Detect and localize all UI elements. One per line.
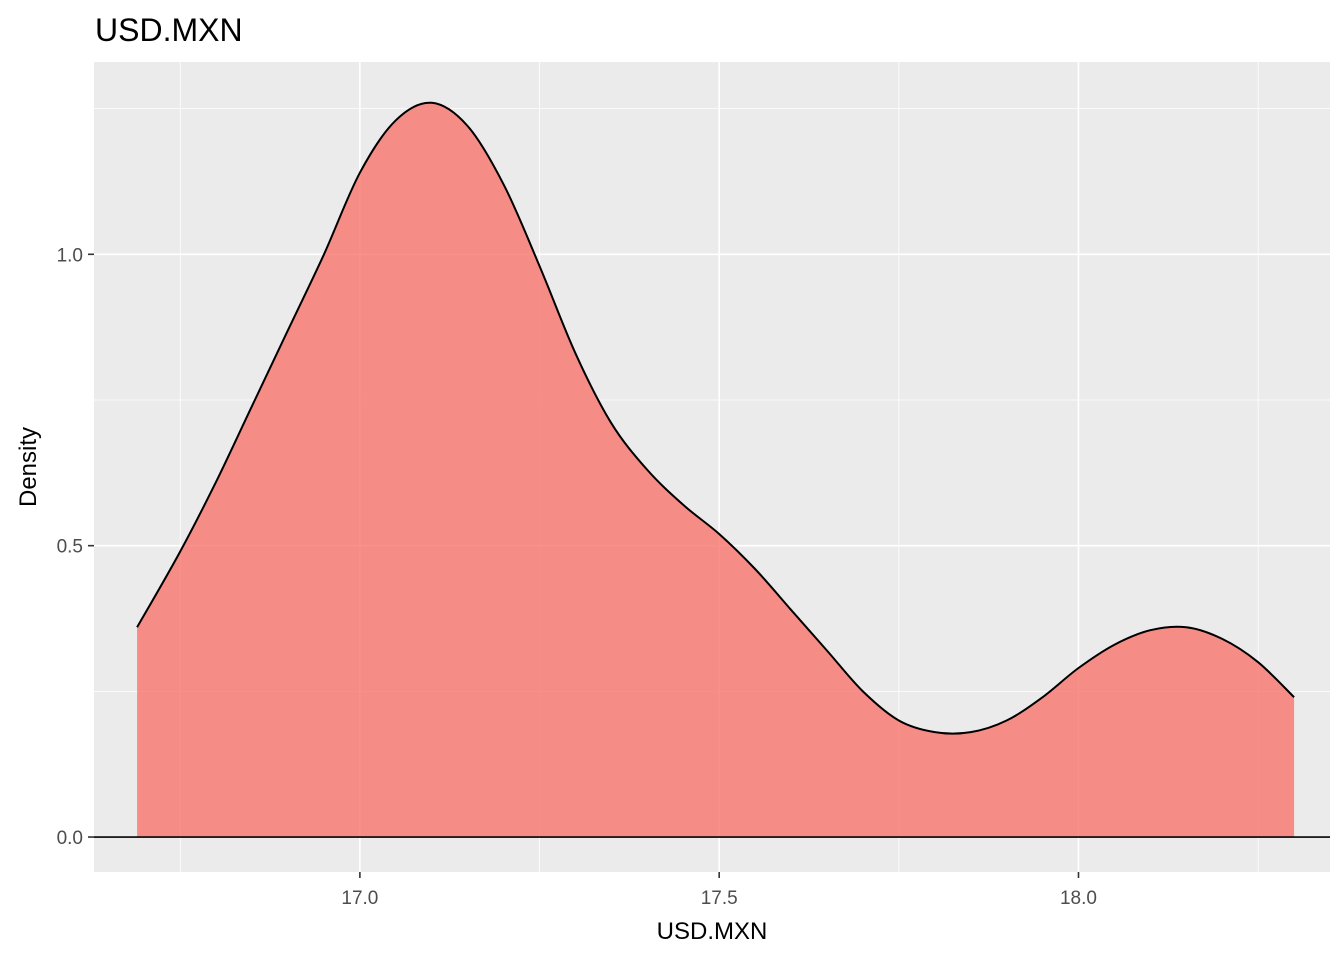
density-line [136, 101, 1295, 735]
y-tick-label: 1.0 [57, 245, 83, 266]
x-axis-title: USD.MXN [657, 918, 768, 945]
y-tick-label: 0.0 [57, 828, 83, 849]
y-axis-title: Density [15, 427, 42, 507]
density-area [137, 102, 1295, 838]
x-axis: 17.0 17.5 18.0 [341, 872, 1097, 909]
x-tick-label: 17.5 [701, 888, 738, 909]
x-tick-label: 18.0 [1060, 888, 1097, 909]
y-tick-label: 0.5 [57, 537, 83, 558]
chart-title: USD.MXN [95, 12, 243, 48]
y-axis: 0.0 0.5 1.0 [57, 245, 94, 849]
x-tick-label: 17.0 [341, 888, 378, 909]
